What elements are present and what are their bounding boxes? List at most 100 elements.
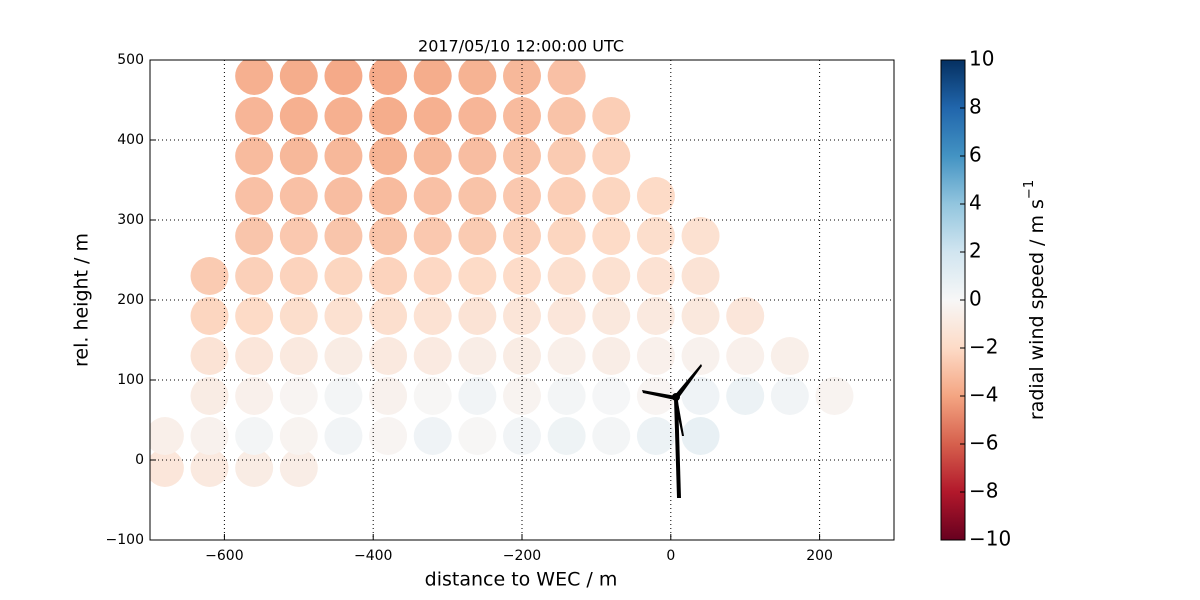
scan-point (235, 177, 274, 215)
scan-point (150, 417, 184, 455)
colorbar-tick-label: 8 (969, 95, 982, 119)
scan-point (369, 417, 408, 455)
scan-point (413, 217, 452, 255)
scan-point (235, 337, 274, 375)
y-tick-label: 100 (117, 372, 144, 388)
scan-point (279, 217, 318, 255)
scan-point (770, 337, 809, 375)
scan-point (369, 137, 408, 175)
scan-point (458, 377, 497, 415)
scan-point (235, 257, 274, 295)
y-axis-label: rel. height / m (71, 233, 93, 367)
scan-point (150, 449, 184, 487)
colorbar-label-text: radial wind speed / m s (1026, 199, 1048, 420)
scan-point (369, 337, 408, 375)
y-tick-label: 200 (117, 292, 144, 308)
scan-point (458, 337, 497, 375)
scan-point (726, 337, 765, 375)
scan-point (681, 377, 720, 415)
scan-point (458, 60, 497, 95)
scan-point (190, 449, 229, 487)
y-tick-label: 500 (117, 52, 144, 68)
scan-point (547, 337, 586, 375)
x-tick-label: −400 (354, 548, 392, 564)
colorbar-tick-label: 10 (969, 47, 994, 71)
scan-point (279, 417, 318, 455)
scan-point (592, 417, 631, 455)
scan-point (458, 137, 497, 175)
scan-point (413, 337, 452, 375)
scan-point (235, 377, 274, 415)
scan-point (503, 60, 541, 95)
scan-point (547, 177, 586, 215)
scan-point (413, 137, 452, 175)
scan-point (235, 97, 274, 135)
x-tick-label: 0 (666, 548, 675, 564)
scan-point (770, 377, 809, 415)
scan-point (726, 377, 765, 415)
x-tick-label: 200 (806, 548, 833, 564)
scan-point (279, 177, 318, 215)
scan-point (592, 137, 631, 175)
scan-point (636, 377, 675, 415)
colorbar-tick-label: 2 (969, 239, 982, 263)
scan-point (369, 377, 408, 415)
scan-point (235, 217, 274, 255)
scan-point (636, 417, 675, 455)
scan-point (324, 257, 363, 295)
scan-point (235, 417, 274, 455)
scan-point (547, 377, 586, 415)
colorbar-tick-label: −2 (969, 335, 998, 359)
scan-point (592, 217, 631, 255)
colorbar-label-sup: −1 (1022, 180, 1037, 199)
scan-point (324, 177, 363, 215)
scan-point (324, 137, 363, 175)
y-tick-label: 0 (135, 452, 144, 468)
scan-point (279, 60, 318, 95)
scan-point (369, 297, 408, 335)
scan-point (279, 97, 318, 135)
scan-point (235, 60, 274, 95)
scan-point (681, 417, 720, 455)
scan-point (190, 297, 229, 335)
scan-point (681, 217, 720, 255)
colorbar-tick-label: 6 (969, 143, 982, 167)
scan-point (636, 337, 675, 375)
y-tick-label: −100 (106, 532, 144, 548)
scan-point (458, 297, 497, 335)
scan-point (369, 257, 408, 295)
scan-point (324, 377, 363, 415)
x-tick-label: −200 (503, 548, 541, 564)
y-tick-label: 300 (117, 212, 144, 228)
wind-turbine (642, 364, 702, 498)
scan-point (324, 297, 363, 335)
scan-point (458, 97, 497, 135)
scan-point (636, 217, 675, 255)
scan-point (413, 257, 452, 295)
scan-point (681, 297, 720, 335)
colorbar-label: radial wind speed / m s−1 (1022, 180, 1048, 420)
scan-point (279, 137, 318, 175)
scan-point (726, 297, 765, 335)
colorbar: −10 −8 −6 −4 −2 0 2 4 6 8 10 (940, 47, 1011, 551)
scan-point (190, 417, 229, 455)
scan-point (681, 257, 720, 295)
scan-point (636, 297, 675, 335)
scan-point (369, 217, 408, 255)
scan-point (235, 449, 274, 487)
scan-point (458, 257, 497, 295)
scan-point (413, 60, 452, 95)
scan-point (636, 257, 675, 295)
chart-title: 2017/05/10 12:00:00 UTC (418, 37, 624, 56)
colorbar-tick-label: −8 (969, 479, 998, 503)
scan-point (279, 297, 318, 335)
scan-point (279, 449, 318, 487)
scan-point (547, 137, 586, 175)
scan-point (592, 337, 631, 375)
scan-point (592, 297, 631, 335)
scan-point (324, 337, 363, 375)
scan-point (190, 337, 229, 375)
scan-point (190, 377, 229, 415)
